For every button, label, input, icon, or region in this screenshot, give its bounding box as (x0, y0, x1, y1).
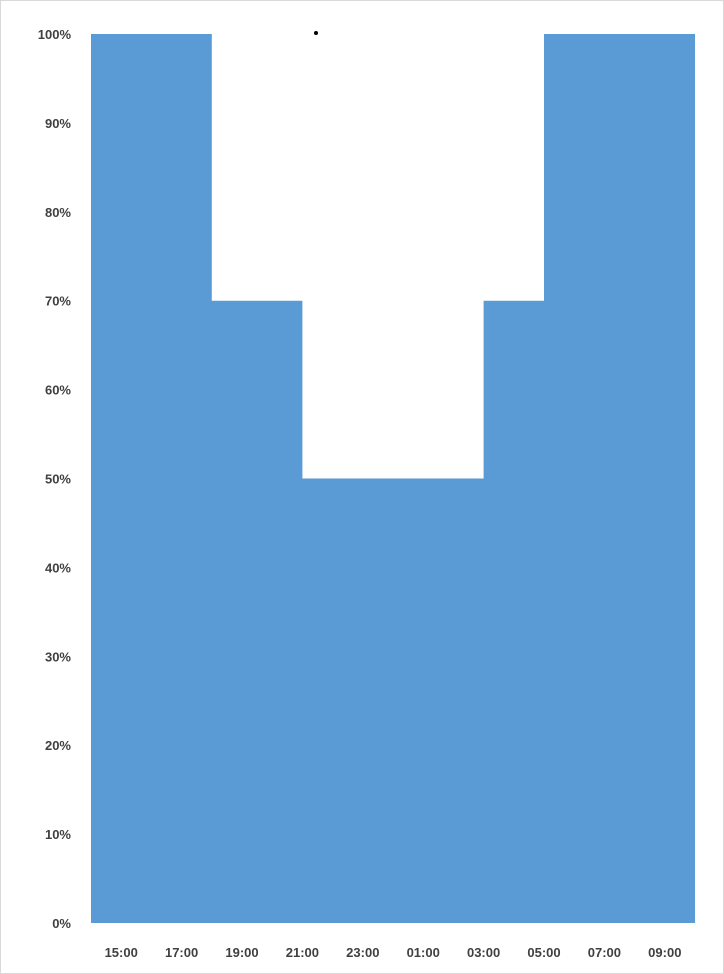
y-tick-label: 50% (45, 472, 71, 487)
y-tick-label: 30% (45, 649, 71, 664)
x-axis: 15:00 17:00 19:00 21:00 23:00 01:00 03:00 05:00… (105, 945, 682, 960)
y-tick-label: 80% (45, 205, 71, 220)
y-tick-label: 10% (45, 827, 71, 842)
y-tick-label: 90% (45, 116, 71, 131)
area-series (91, 34, 695, 923)
y-tick-label: 60% (45, 383, 71, 398)
x-tick-label: 19:00 (225, 945, 258, 960)
x-tick-label: 01:00 (407, 945, 440, 960)
x-tick-label: 23:00 (346, 945, 379, 960)
x-tick-label: 17:00 (165, 945, 198, 960)
x-tick-label: 07:00 (588, 945, 621, 960)
y-tick-label: 100% (38, 27, 72, 42)
y-tick-label: 20% (45, 738, 71, 753)
y-tick-label: 70% (45, 294, 71, 309)
x-tick-label: 09:00 (648, 945, 681, 960)
y-tick-label: 0% (52, 916, 71, 931)
x-tick-label: 15:00 (105, 945, 138, 960)
stray-marker-dot (314, 31, 318, 35)
x-tick-label: 05:00 (527, 945, 560, 960)
plot-area (91, 34, 695, 923)
y-tick-label: 40% (45, 560, 71, 575)
x-tick-label: 03:00 (467, 945, 500, 960)
x-tick-label: 21:00 (286, 945, 319, 960)
y-axis: 0% 10% 20% 30% 40% 50% 60% 70% 80% 90% 100% (38, 27, 72, 931)
